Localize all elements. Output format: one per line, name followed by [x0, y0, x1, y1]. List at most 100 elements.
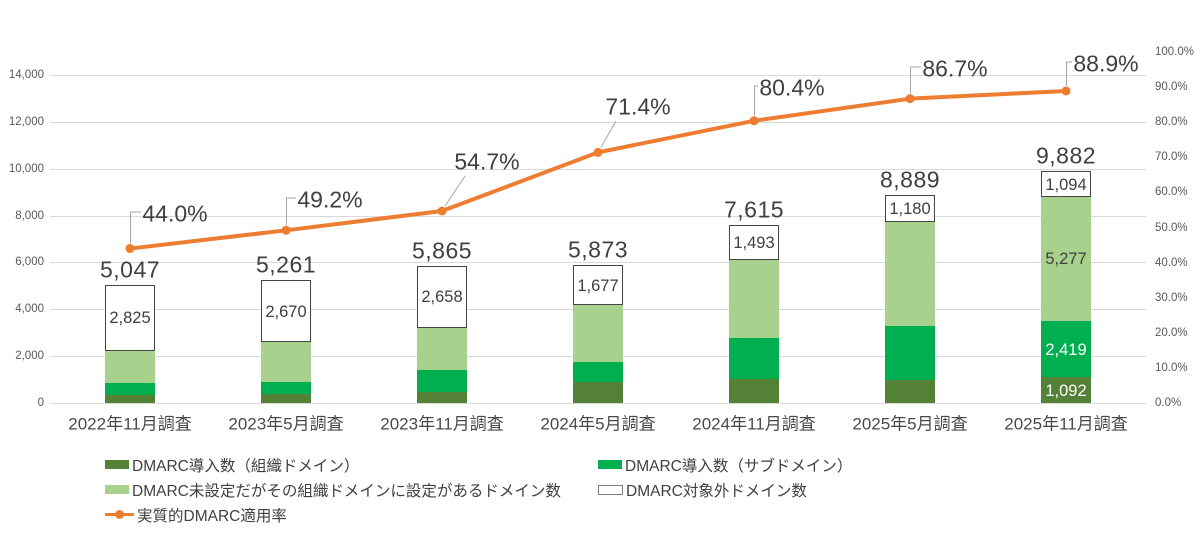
gridline	[50, 403, 1146, 404]
segment-value-label: 1,092	[1045, 381, 1087, 400]
bar-segment	[417, 391, 467, 403]
rate-percent-label: 88.9%	[1073, 50, 1139, 77]
legend-label-rate: 実質的DMARC適用率	[137, 507, 287, 525]
bar-segment	[729, 337, 779, 379]
bar-total-label: 5,261	[255, 251, 317, 278]
bar-segment-excluded	[573, 265, 623, 305]
legend-label-not-configured: DMARC未設定だがその組織ドメインに設定があるドメイン数	[132, 482, 561, 500]
right-axis-tick-label: 50.0%	[1155, 221, 1188, 234]
bar-segment	[885, 325, 935, 380]
rate-percent-label: 54.7%	[454, 148, 520, 175]
bar-total-label: 5,047	[99, 256, 161, 283]
left-axis-tick-label: 4,000	[15, 303, 44, 316]
gridline	[50, 262, 1146, 264]
legend-item-rate: 実質的DMARC適用率	[105, 504, 287, 526]
percent-label-leader-line	[444, 175, 466, 207]
bar-segment	[1041, 377, 1091, 403]
rate-point-marker	[749, 116, 759, 126]
bar-segment-excluded	[105, 284, 155, 351]
legend-row-2: DMARC未設定だがその組織ドメインに設定があるドメイン数 DMARC対象外ドメ…	[105, 477, 1105, 502]
rate-point-marker	[593, 147, 603, 157]
gridline	[50, 215, 1146, 217]
right-axis-tick-label: 90.0%	[1155, 81, 1188, 94]
rate-percent-label: 71.4%	[605, 93, 671, 120]
rate-point-marker	[1061, 86, 1071, 96]
orange-line-marker-icon	[105, 510, 134, 519]
right-axis-tick-label: 20.0%	[1155, 326, 1188, 339]
rate-point-marker	[437, 206, 447, 216]
right-axis-tick-label: 0.0%	[1155, 397, 1182, 409]
bar-segment	[885, 379, 935, 403]
rate-percent-label: 49.2%	[297, 186, 363, 213]
bar-segment	[1041, 320, 1091, 378]
light-green-swatch-icon	[105, 485, 129, 494]
legend-label-excluded: DMARC対象外ドメイン数	[626, 482, 807, 500]
x-axis-category-label: 2022年11月調査	[68, 414, 192, 434]
segment-value-label: 1,180	[889, 199, 931, 218]
rate-point-marker	[281, 225, 291, 235]
percent-label-leader-line	[286, 197, 296, 226]
segment-value-label: 1,493	[733, 233, 775, 252]
legend-item-subdomain: DMARC導入数（サブドメイン）	[598, 454, 852, 476]
x-axis-category-label: 2025年11月調査	[1004, 414, 1128, 434]
legend-label-subdomain: DMARC導入数（サブドメイン）	[625, 457, 853, 475]
right-axis-tick-label: 80.0%	[1155, 116, 1188, 129]
percent-label-leader-line	[130, 211, 141, 244]
chart-legend: DMARC導入数（組織ドメイン） DMARC導入数（サブドメイン） DMARC未…	[105, 452, 1105, 527]
rate-percent-label: 44.0%	[142, 200, 208, 227]
legend-row-1: DMARC導入数（組織ドメイン） DMARC導入数（サブドメイン）	[105, 452, 1105, 477]
segment-value-label: 5,277	[1045, 250, 1087, 269]
percent-label-leader-line	[600, 120, 617, 148]
left-axis-tick-label: 12,000	[8, 115, 44, 128]
bar-segment	[573, 381, 623, 403]
bar-segment	[417, 327, 467, 370]
left-axis-tick-label: 8,000	[15, 209, 44, 222]
bar-segment	[105, 383, 155, 396]
bar-total-label: 9,882	[1035, 142, 1097, 169]
x-axis-category-label: 2023年5月調査	[228, 414, 344, 434]
x-axis-category-label: 2024年5月調査	[540, 414, 656, 434]
right-axis-tick-label: 70.0%	[1155, 151, 1188, 164]
left-axis-tick-label: 10,000	[8, 162, 44, 175]
left-axis-tick-label: 2,000	[15, 350, 44, 363]
gridline	[50, 75, 1146, 76]
bar-segment-excluded	[261, 279, 311, 343]
percent-label-leader-line	[754, 85, 758, 116]
bar-segment	[261, 394, 311, 403]
legend-item-org-domain: DMARC導入数（組織ドメイン）	[105, 454, 598, 476]
legend-row-3: 実質的DMARC適用率	[105, 502, 1105, 527]
segment-value-label: 1,094	[1045, 175, 1087, 194]
legend-item-excluded: DMARC対象外ドメイン数	[598, 479, 807, 501]
bar-segment	[573, 361, 623, 382]
right-axis-tick-label: 40.0%	[1155, 256, 1188, 269]
bar-segment	[261, 342, 311, 382]
segment-value-label: 2,658	[421, 287, 463, 306]
segment-value-label: 2,670	[265, 302, 307, 321]
left-axis-tick-label: 14,000	[8, 69, 44, 81]
rate-percent-label: 86.7%	[922, 55, 988, 82]
rate-point-marker	[905, 94, 915, 104]
gridline	[50, 121, 1146, 123]
bar-segment	[105, 350, 155, 384]
bar-segment	[105, 395, 155, 403]
gridline	[50, 168, 1146, 170]
rate-point-marker	[125, 244, 135, 254]
green-swatch-icon	[598, 460, 622, 469]
right-axis-tick-label: 10.0%	[1155, 361, 1188, 374]
legend-item-not-configured: DMARC未設定だがその組織ドメインに設定があるドメイン数	[105, 479, 598, 501]
white-outline-swatch-icon	[598, 484, 623, 495]
bar-segment	[729, 259, 779, 338]
x-axis-category-label: 2024年11月調査	[692, 414, 816, 434]
bar-segment	[885, 222, 935, 326]
left-axis-tick-label: 6,000	[15, 256, 44, 269]
left-axis-tick-label: 0	[37, 397, 44, 409]
legend-label-org-domain: DMARC導入数（組織ドメイン）	[132, 457, 360, 475]
segment-value-label: 2,419	[1045, 340, 1087, 359]
right-axis-tick-label: 30.0%	[1155, 291, 1188, 304]
x-axis-category-label: 2025年5月調査	[852, 414, 968, 434]
percent-label-leader-line	[910, 66, 921, 94]
right-axis-tick-label: 100.0%	[1155, 46, 1195, 58]
bar-segment	[573, 304, 623, 362]
bar-segment	[261, 381, 311, 395]
